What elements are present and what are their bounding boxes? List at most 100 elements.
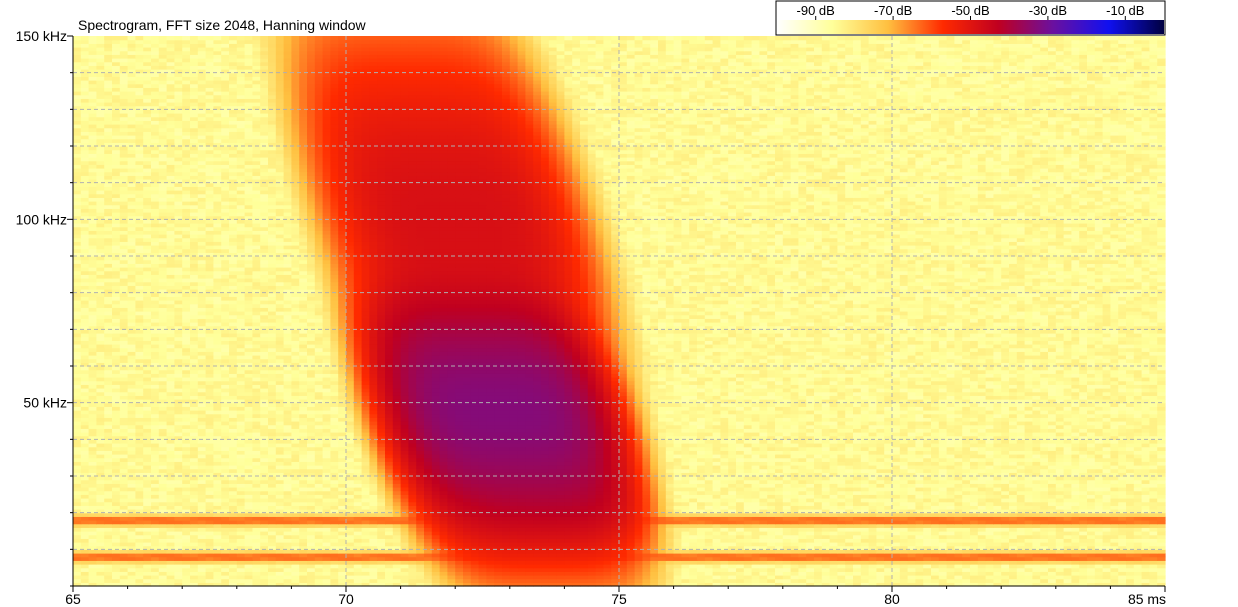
- heatmap-cell: [775, 461, 783, 465]
- heatmap-cell: [252, 458, 260, 462]
- heatmap-cell: [1032, 560, 1040, 564]
- heatmap-cell: [720, 465, 728, 469]
- heatmap-cell: [252, 454, 260, 458]
- heatmap-cell: [580, 461, 588, 465]
- heatmap-cell: [791, 575, 799, 579]
- heatmap-cell: [666, 579, 674, 583]
- heatmap-cell: [159, 571, 167, 575]
- heatmap-cell: [791, 491, 799, 495]
- heatmap-cell: [112, 531, 120, 535]
- heatmap-cell: [744, 480, 752, 484]
- heatmap-cell: [447, 568, 455, 572]
- heatmap-cell: [112, 524, 120, 528]
- heatmap-cell: [853, 516, 861, 520]
- heatmap-cell: [1032, 553, 1040, 557]
- heatmap-cell: [837, 469, 845, 473]
- heatmap-cell: [837, 480, 845, 484]
- heatmap-cell: [81, 524, 89, 528]
- heatmap-cell: [611, 524, 619, 528]
- heatmap-cell: [1079, 524, 1087, 528]
- heatmap-cell: [954, 491, 962, 495]
- heatmap-cell: [135, 538, 143, 542]
- heatmap-cell: [510, 469, 518, 473]
- heatmap-cell: [73, 549, 81, 553]
- heatmap-cell: [611, 469, 619, 473]
- heatmap-cell: [603, 461, 611, 465]
- heatmap-cell: [861, 560, 869, 564]
- heatmap-cell: [658, 542, 666, 546]
- heatmap-cell: [915, 535, 923, 539]
- heatmap-cell: [596, 476, 604, 480]
- heatmap-cell: [408, 575, 416, 579]
- heatmap-cell: [338, 542, 346, 546]
- heatmap-cell: [853, 560, 861, 564]
- heatmap-cell: [471, 553, 479, 557]
- heatmap-cell: [1064, 564, 1072, 568]
- heatmap-cell: [947, 476, 955, 480]
- heatmap-cell: [229, 571, 237, 575]
- heatmap-cell: [525, 465, 533, 469]
- heatmap-cell: [830, 476, 838, 480]
- heatmap-cell: [486, 480, 494, 484]
- heatmap-cell: [96, 487, 104, 491]
- heatmap-cell: [1056, 553, 1064, 557]
- heatmap-cell: [1001, 520, 1009, 524]
- heatmap-cell: [323, 560, 331, 564]
- heatmap-cell: [908, 535, 916, 539]
- heatmap-cell: [705, 527, 713, 531]
- heatmap-cell: [1149, 516, 1157, 520]
- heatmap-cell: [970, 520, 978, 524]
- heatmap-cell: [837, 491, 845, 495]
- heatmap-cell: [728, 465, 736, 469]
- heatmap-cell: [666, 575, 674, 579]
- heatmap-cell: [759, 505, 767, 509]
- heatmap-cell: [619, 524, 627, 528]
- heatmap-cell: [167, 494, 175, 498]
- heatmap-cell: [845, 465, 853, 469]
- heatmap-cell: [619, 538, 627, 542]
- heatmap-cell: [440, 568, 448, 572]
- heatmap-cell: [276, 498, 284, 502]
- heatmap-cell: [471, 469, 479, 473]
- heatmap-cell: [681, 494, 689, 498]
- heatmap-cell: [978, 487, 986, 491]
- heatmap-cell: [323, 520, 331, 524]
- heatmap-cell: [221, 454, 229, 458]
- heatmap-cell: [346, 483, 354, 487]
- heatmap-cell: [900, 513, 908, 517]
- heatmap-cell: [1040, 564, 1048, 568]
- heatmap-cell: [681, 575, 689, 579]
- heatmap-cell: [1095, 527, 1103, 531]
- heatmap-cell: [642, 542, 650, 546]
- heatmap-cell: [923, 538, 931, 542]
- heatmap-cell: [1017, 458, 1025, 462]
- heatmap-cell: [1103, 516, 1111, 520]
- heatmap-cell: [1079, 564, 1087, 568]
- heatmap-cell: [947, 469, 955, 473]
- heatmap-cell: [73, 454, 81, 458]
- heatmap-cell: [455, 487, 463, 491]
- heatmap-cell: [705, 480, 713, 484]
- heatmap-cell: [798, 531, 806, 535]
- heatmap-cell: [182, 454, 190, 458]
- heatmap-cell: [752, 524, 760, 528]
- heatmap-cell: [939, 491, 947, 495]
- heatmap-cell: [1134, 564, 1142, 568]
- heatmap-cell: [416, 454, 424, 458]
- heatmap-cell: [1103, 498, 1111, 502]
- heatmap-cell: [791, 454, 799, 458]
- heatmap-cell: [596, 564, 604, 568]
- heatmap-cell: [1079, 461, 1087, 465]
- heatmap-cell: [1079, 535, 1087, 539]
- heatmap-cell: [635, 487, 643, 491]
- heatmap-cell: [674, 579, 682, 583]
- heatmap-cell: [557, 461, 565, 465]
- heatmap-cell: [603, 491, 611, 495]
- heatmap-cell: [167, 487, 175, 491]
- heatmap-cell: [1071, 520, 1079, 524]
- heatmap-cell: [588, 579, 596, 583]
- heatmap-cell: [1009, 483, 1017, 487]
- heatmap-cell: [120, 505, 128, 509]
- heatmap-cell: [744, 553, 752, 557]
- heatmap-cell: [213, 527, 221, 531]
